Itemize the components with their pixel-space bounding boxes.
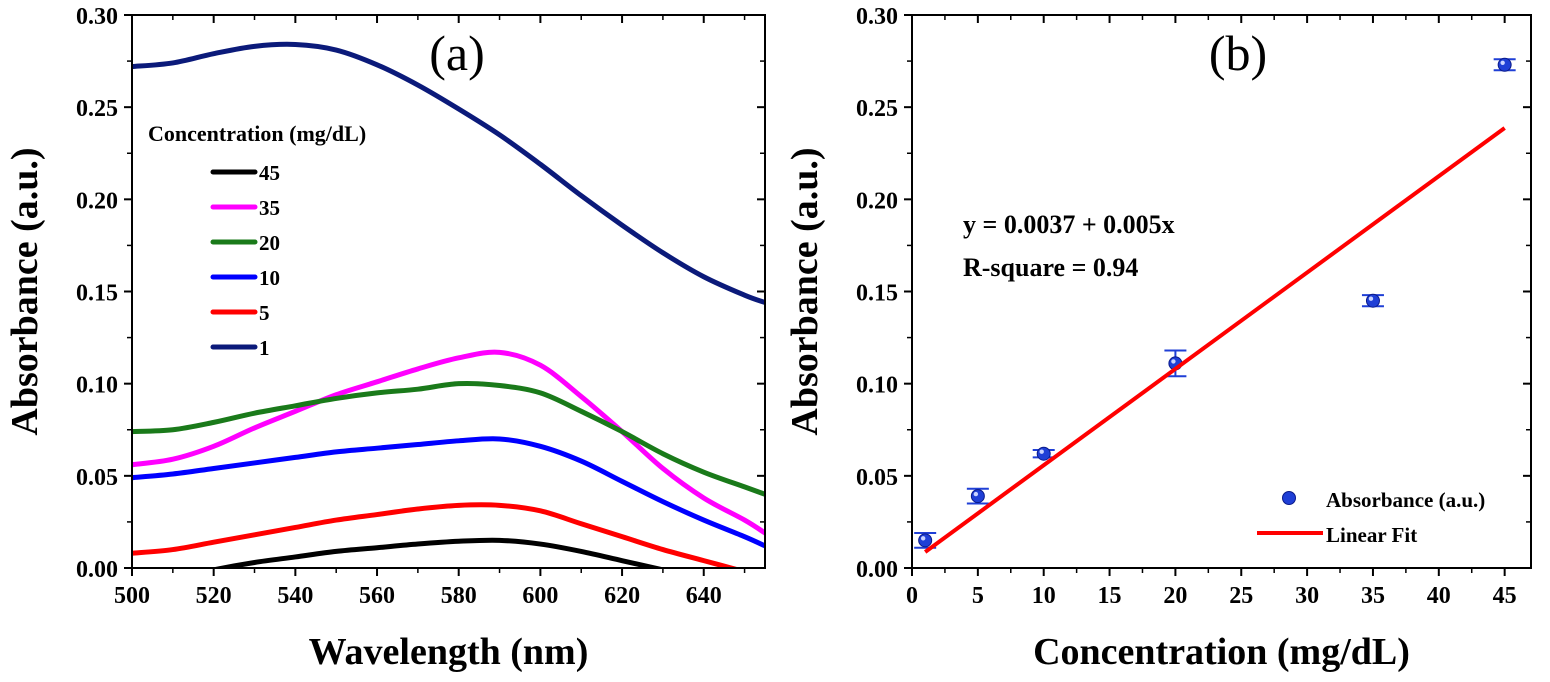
- data-point: [1036, 446, 1051, 461]
- y-tick-label: 0.00: [856, 557, 898, 583]
- fit-annotation: R-square = 0.94: [963, 253, 1138, 282]
- legend-label: Absorbance (a.u.): [1326, 488, 1485, 512]
- y-tick-label: 0.10: [76, 373, 118, 399]
- data-point: [970, 489, 985, 504]
- plot-frame: [131, 14, 766, 569]
- legend-item: Absorbance (a.u.): [1282, 488, 1485, 512]
- y-tick-label: 0.05: [76, 465, 118, 491]
- legend-item: 45: [210, 161, 280, 185]
- y-tick-label: 0.30: [856, 4, 898, 30]
- x-tick-label: 0: [906, 583, 918, 609]
- data-point-highlight: [1500, 60, 1505, 65]
- plot-frame: [911, 14, 1532, 569]
- data-point-highlight: [973, 491, 979, 497]
- x-tick-label: 600: [522, 583, 558, 609]
- x-axis-title: Wavelength (nm): [309, 631, 589, 673]
- panel-label-a: (a): [429, 25, 485, 81]
- data-point-highlight: [1171, 359, 1176, 364]
- legend-item: 5: [210, 301, 270, 325]
- data-point-highlight: [1368, 296, 1374, 301]
- x-tick-label: 640: [686, 583, 722, 609]
- y-axis-title: Absorbance (a.u.): [784, 147, 826, 435]
- y-tick-label: 0.15: [856, 281, 898, 307]
- y-tick-label: 0.15: [76, 281, 118, 307]
- legend-item: 35: [210, 196, 280, 220]
- x-tick-label: 580: [441, 583, 477, 609]
- x-tick-label: 25: [1229, 583, 1253, 609]
- series-line-1: [132, 41, 765, 306]
- data-point: [1497, 57, 1512, 72]
- data-point-highlight: [920, 536, 926, 541]
- y-tick-label: 0.00: [76, 557, 118, 583]
- legend-marker: [1282, 491, 1296, 505]
- series-line-45: [210, 537, 667, 568]
- x-tick-label: 560: [359, 583, 395, 609]
- series-line-35: [132, 349, 765, 536]
- x-tick-label: 40: [1427, 583, 1451, 609]
- x-tick-label: 10: [1032, 583, 1056, 609]
- legend-item: 20: [210, 231, 280, 255]
- legend-item: 10: [210, 266, 280, 290]
- y-tick-label: 0.05: [856, 465, 898, 491]
- y-axis-title: Absorbance (a.u.): [4, 147, 46, 435]
- x-tick-label: 15: [1098, 583, 1122, 609]
- data-point-highlight: [1039, 449, 1044, 454]
- legend-label: 45: [259, 161, 280, 185]
- series-line-10: [132, 436, 765, 549]
- x-tick-label: 30: [1295, 583, 1319, 609]
- chart-panel-b: 0 5 10 15 20 25 30 35 40 45 0.00 0.05 0.10 0.15 0.20 0.…: [784, 4, 1532, 673]
- x-tick-label: 620: [604, 583, 640, 609]
- legend-label: 1: [259, 336, 270, 360]
- legend-label: 5: [259, 301, 270, 325]
- plot-area: [132, 41, 765, 568]
- plot-area: [914, 57, 1516, 554]
- data-point: [1365, 293, 1380, 308]
- x-tick-label: 540: [277, 583, 313, 609]
- x-tick-label: 35: [1361, 583, 1385, 609]
- x-tick-label: 20: [1163, 583, 1187, 609]
- data-point: [918, 533, 933, 548]
- series-line-5: [132, 502, 741, 568]
- legend-label: 10: [259, 266, 280, 290]
- fit-annotation: y = 0.0037 + 0.005x: [963, 210, 1175, 239]
- y-tick-label: 0.20: [76, 188, 118, 214]
- y-tick-label: 0.20: [856, 188, 898, 214]
- fit-line: [923, 126, 1506, 554]
- chart-panel-a: 500 520 540 560 580 600 620 6400.000.050.100.15…: [4, 4, 766, 673]
- y-tick-label: 0.10: [856, 373, 898, 399]
- legend-title: Concentration (mg/dL): [148, 121, 366, 146]
- legend-label: 20: [259, 231, 280, 255]
- x-tick-label: 45: [1493, 583, 1517, 609]
- x-axis-title: Concentration (mg/dL): [1033, 631, 1410, 673]
- legend-label: Linear Fit: [1326, 523, 1417, 547]
- y-tick-label: 0.30: [76, 4, 118, 30]
- legend-label: 35: [259, 196, 280, 220]
- legend-item: 1: [210, 336, 270, 360]
- x-tick-label: 520: [196, 583, 232, 609]
- panel-label-b: (b): [1209, 25, 1267, 81]
- x-tick-label: 5: [972, 583, 984, 609]
- series-line-20: [132, 380, 765, 497]
- y-tick-label: 0.25: [856, 96, 898, 122]
- y-tick-label: 0.25: [76, 96, 118, 122]
- x-tick-label: 500: [114, 583, 150, 609]
- legend-item: Linear Fit: [1257, 523, 1417, 547]
